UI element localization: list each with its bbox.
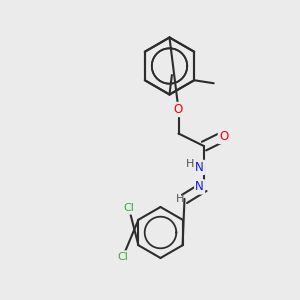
Text: N: N bbox=[195, 180, 204, 194]
Text: O: O bbox=[174, 103, 183, 116]
Text: Cl: Cl bbox=[118, 251, 128, 262]
Text: N: N bbox=[195, 161, 204, 174]
Text: Cl: Cl bbox=[124, 203, 134, 214]
Text: H: H bbox=[186, 159, 195, 170]
Text: H: H bbox=[176, 194, 184, 204]
Text: O: O bbox=[219, 130, 228, 143]
